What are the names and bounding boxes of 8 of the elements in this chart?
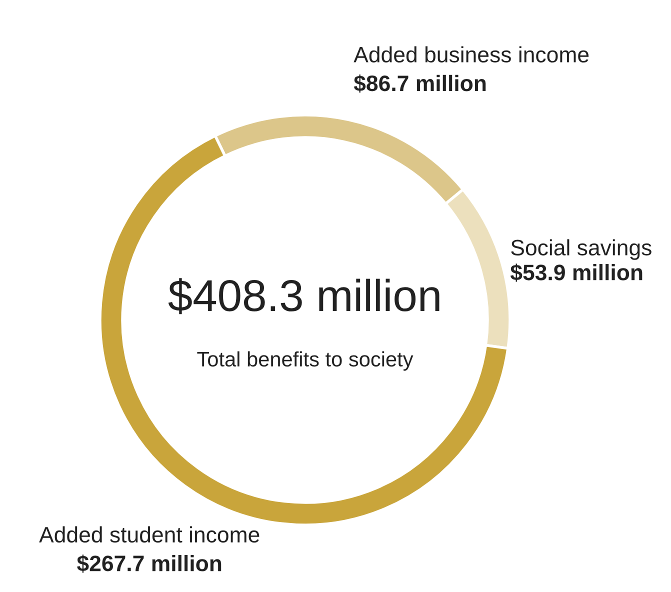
data-label: $53.9 million bbox=[510, 264, 642, 282]
slice-label: Added student income bbox=[39, 526, 260, 543]
text: Total benefits to society bbox=[197, 351, 414, 371]
data-label: $86.7 million bbox=[354, 74, 486, 93]
data-label: $267.7 million bbox=[77, 554, 222, 573]
slice-label: Social savings bbox=[511, 239, 652, 260]
slice-label: Added business income bbox=[354, 46, 589, 63]
text: $408.3 million bbox=[168, 278, 440, 314]
